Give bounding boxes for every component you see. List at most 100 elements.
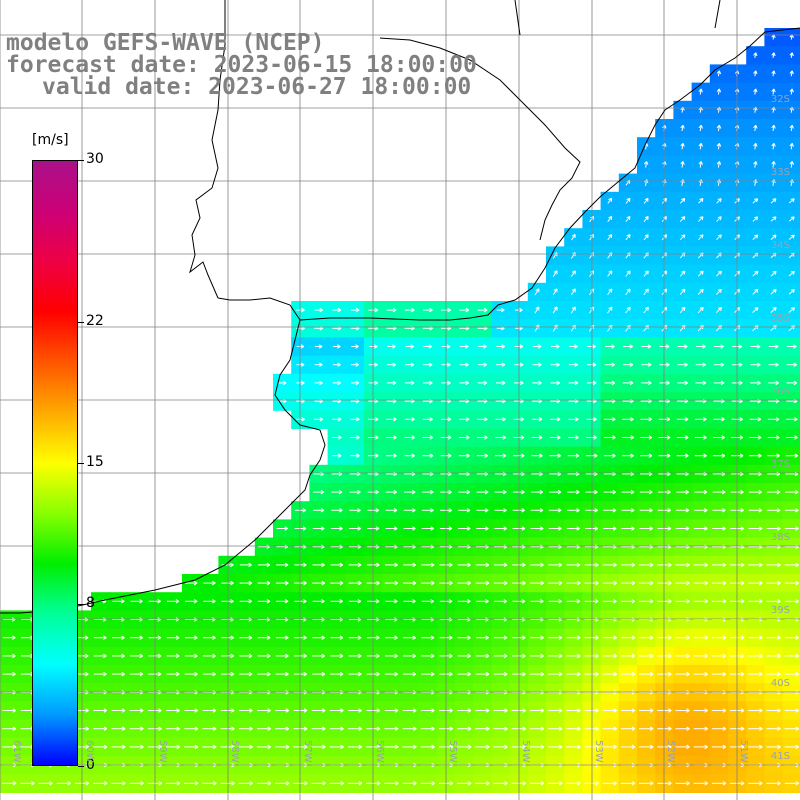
wind-arrow-head	[540, 653, 544, 657]
wind-arrow-head	[412, 508, 416, 511]
wind-arrow-head	[212, 582, 216, 586]
wind-arrow-head	[374, 327, 379, 331]
wind-arrow-head	[285, 726, 290, 730]
wind-arrow-head	[777, 635, 781, 639]
wind-arrow-head	[266, 582, 271, 586]
wind-arrow-head	[772, 289, 777, 291]
wind-arrow-head	[631, 782, 636, 786]
wind-arrow-head	[485, 564, 490, 568]
wind-arrow-head	[612, 435, 616, 438]
wind-arrow-head	[608, 306, 613, 309]
wind-arrow-head	[412, 599, 416, 602]
wind-arrow-head	[449, 691, 453, 695]
wind-arrow-head	[158, 746, 162, 750]
wind-arrow-head	[557, 455, 561, 458]
wind-arrow-head	[702, 382, 707, 386]
wind-arrow-head	[230, 599, 234, 602]
wind-arrow-head	[503, 528, 507, 531]
wind-arrow-head	[753, 124, 757, 129]
wind-arrow-head	[611, 382, 616, 386]
wind-arrow-head	[776, 509, 781, 513]
wind-arrow-head	[790, 198, 795, 200]
wind-arrow-head	[738, 271, 741, 275]
wind-arrow-head	[719, 216, 722, 221]
wind-arrow-head	[704, 726, 708, 730]
wind-arrow-head	[267, 691, 271, 695]
wind-arrow-head	[540, 582, 544, 586]
wind-arrow-head	[504, 744, 508, 748]
wind-arrow-head	[683, 289, 686, 293]
wind-arrow-head	[540, 619, 544, 622]
wind-arrow-head	[699, 216, 704, 219]
wind-arrow-shaft	[570, 252, 576, 259]
wind-arrow-head	[771, 70, 775, 74]
wind-arrow-head	[337, 417, 342, 420]
wind-arrow-head	[103, 744, 108, 748]
wind-arrow-head	[777, 673, 781, 677]
wind-arrow-head	[571, 324, 576, 328]
wind-arrow-head	[266, 600, 271, 604]
wind-arrow-head	[322, 781, 326, 784]
wind-arrow-head	[522, 635, 526, 639]
wind-arrow-head	[374, 455, 379, 458]
wind-arrow-shaft	[607, 216, 613, 223]
wind-arrow-head	[413, 726, 417, 730]
wind-arrow-head	[795, 635, 799, 639]
wind-arrow-shaft	[790, 161, 793, 168]
wind-arrow-head	[759, 619, 763, 622]
wind-arrow-head	[576, 526, 580, 529]
wind-arrow-head	[740, 728, 745, 731]
wind-arrow-head	[501, 382, 506, 386]
wind-arrow-head	[503, 491, 507, 495]
wind-arrow-head	[720, 364, 725, 367]
wind-arrow-head	[374, 344, 378, 347]
wind-arrow-head	[685, 473, 689, 477]
wind-arrow-head	[121, 744, 126, 748]
wind-arrow-head	[230, 582, 234, 586]
wind-arrow-head	[721, 400, 725, 404]
wind-arrow-head	[412, 509, 416, 513]
wind-arrow-head	[521, 546, 526, 549]
wind-arrow-head	[593, 400, 597, 404]
wind-arrow-head	[613, 635, 617, 639]
wind-arrow-head	[540, 744, 545, 748]
wind-arrow-head	[571, 306, 576, 309]
wind-arrow-head	[248, 564, 252, 568]
wind-arrow-head	[176, 781, 181, 784]
wind-arrow-head	[574, 382, 579, 386]
wind-arrow-head	[84, 619, 89, 622]
wind-arrow-head	[318, 346, 323, 349]
wind-arrow-head	[704, 746, 708, 750]
wind-arrow-head	[668, 635, 672, 639]
wind-arrow-head	[485, 580, 490, 584]
wind-arrow-head	[431, 781, 435, 784]
wind-arrow-head	[735, 198, 740, 200]
wind-arrow-head	[740, 619, 745, 622]
wind-arrow-head	[668, 564, 672, 568]
wind-arrow-head	[667, 528, 672, 531]
wind-arrow-head	[339, 673, 344, 677]
wind-arrow-head	[666, 400, 670, 404]
wind-arrow-head	[703, 455, 707, 458]
wind-arrow-head	[739, 380, 743, 384]
latitude-label: 32S	[770, 94, 790, 105]
wind-arrow-head	[686, 637, 690, 640]
wind-arrow-head	[775, 417, 780, 420]
wind-arrow-head	[376, 673, 380, 677]
wind-arrow-head	[684, 346, 688, 349]
wind-arrow-head	[282, 382, 287, 386]
latitude-label: 36S	[770, 386, 790, 397]
wind-arrow-head	[485, 691, 490, 695]
wind-arrow-head	[375, 528, 380, 531]
wind-arrow-head	[629, 346, 633, 349]
wind-arrow-head	[684, 380, 688, 384]
wind-arrow-head	[412, 635, 416, 639]
wind-arrow-head	[303, 673, 307, 677]
wind-arrow-head	[339, 546, 343, 549]
wind-arrow-head	[794, 435, 798, 438]
wind-arrow-head	[631, 671, 636, 675]
wind-arrow-head	[538, 400, 542, 404]
wind-arrow-head	[740, 528, 745, 531]
wind-arrow-head	[626, 216, 631, 219]
wind-arrow-head	[703, 453, 707, 457]
